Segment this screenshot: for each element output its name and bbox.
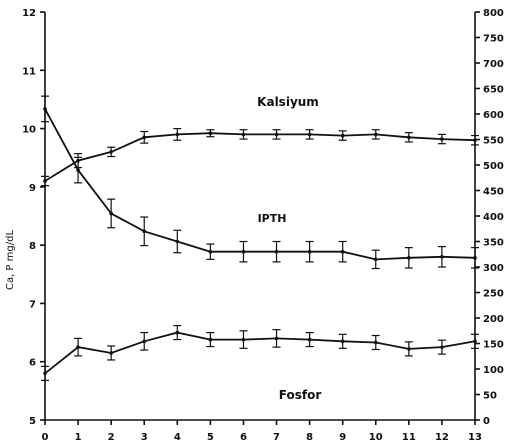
- data-point: [208, 337, 213, 342]
- y-tick-label-left: 6: [29, 358, 36, 369]
- data-point: [473, 138, 477, 143]
- y-axis-title-left: Ca, P mg/dL: [5, 230, 16, 290]
- series-label-fosfor: Fosfor: [279, 388, 322, 402]
- data-point: [142, 339, 147, 344]
- x-tick-label: 2: [108, 432, 115, 443]
- series-group: [41, 95, 479, 381]
- y-tick-label-left: 9: [29, 183, 36, 194]
- x-tick-label: 5: [207, 432, 214, 443]
- y-tick-label-left: 12: [22, 8, 36, 19]
- y-tick-label-right: 150: [483, 340, 504, 351]
- x-tick-label: 4: [174, 432, 181, 443]
- x-tick-label: 11: [402, 432, 416, 443]
- y-tick-label-right: 200: [483, 314, 504, 325]
- y-tick-label-right: 300: [483, 263, 504, 274]
- x-tick-label: 9: [339, 432, 346, 443]
- y-tick-label-right: 600: [483, 110, 504, 121]
- y-tick-label-left: 5: [29, 416, 36, 427]
- y-tick-label-right: 800: [483, 8, 504, 19]
- data-point: [241, 132, 246, 137]
- data-point: [241, 337, 246, 342]
- y-tick-label-right: 250: [483, 289, 504, 300]
- series-line-fosfor: [44, 331, 476, 375]
- data-point: [340, 249, 345, 254]
- data-point: [407, 256, 411, 260]
- data-point: [109, 150, 113, 154]
- data-point: [440, 254, 444, 259]
- y-tick-label-right: 550: [483, 136, 504, 147]
- data-point: [43, 179, 47, 183]
- data-point: [142, 135, 147, 140]
- x-tick-label: 3: [141, 432, 148, 443]
- y-tick-label-right: 0: [483, 416, 490, 427]
- x-tick-label: 6: [240, 432, 247, 443]
- data-point: [43, 371, 47, 376]
- series-label-kalsiyum: Kalsiyum: [257, 95, 319, 109]
- data-point: [473, 256, 477, 260]
- data-point: [43, 107, 47, 111]
- y-tick-label-right: 450: [483, 187, 504, 198]
- x-tick-label: 10: [369, 432, 383, 443]
- x-tick-label: 7: [273, 432, 280, 443]
- data-point: [274, 249, 279, 254]
- data-point: [373, 257, 378, 262]
- data-point: [76, 168, 80, 172]
- y-tick-label-right: 750: [483, 34, 504, 45]
- y-tick-label-left: 11: [22, 66, 36, 77]
- y-tick-label-right: 400: [483, 212, 504, 223]
- data-point: [307, 337, 312, 342]
- data-point: [307, 249, 312, 254]
- y-tick-label-right: 100: [483, 365, 504, 376]
- y-tick-label-right: 700: [483, 59, 504, 70]
- series-kalsiyum: [41, 127, 479, 187]
- y-tick-label-left: 8: [29, 241, 36, 252]
- data-point: [208, 131, 213, 136]
- series-fosfor: [41, 324, 479, 381]
- x-tick-label: 1: [75, 432, 82, 443]
- data-point: [241, 249, 246, 254]
- data-point: [473, 339, 477, 344]
- data-point: [407, 347, 411, 351]
- data-point: [175, 330, 180, 335]
- data-point: [274, 336, 279, 341]
- y-tick-label-right: 500: [483, 161, 504, 172]
- data-point: [274, 132, 279, 137]
- y-tick-label-right: 50: [483, 391, 497, 402]
- x-tick-label: 12: [435, 432, 449, 443]
- data-point: [440, 137, 444, 141]
- y-tick-label-left: 7: [29, 299, 36, 310]
- y-tick-label-left: 10: [22, 125, 36, 136]
- data-point: [175, 239, 180, 244]
- data-point: [407, 135, 411, 140]
- x-tick-label: 8: [306, 432, 313, 443]
- y-tick-label-right: 650: [483, 85, 504, 96]
- series-label-ipth: IPTH: [258, 212, 287, 225]
- data-point: [76, 345, 80, 349]
- series-line-kalsiyum: [44, 132, 476, 182]
- tick-group: 5678910111205010015020025030035040045050…: [22, 8, 504, 443]
- data-point: [109, 351, 113, 355]
- data-point: [109, 211, 113, 216]
- data-point: [373, 340, 378, 345]
- data-point: [340, 339, 345, 344]
- series-ipth: [41, 95, 479, 270]
- y-tick-label-right: 350: [483, 238, 504, 249]
- data-point: [208, 249, 213, 254]
- data-point: [142, 229, 147, 234]
- series-line-ipth: [44, 108, 476, 261]
- data-point: [340, 133, 345, 138]
- data-point: [307, 132, 312, 137]
- x-tick-label: 0: [42, 432, 49, 443]
- data-point: [175, 132, 180, 137]
- data-point: [373, 132, 378, 137]
- x-tick-label: 13: [468, 432, 482, 443]
- data-point: [440, 345, 444, 349]
